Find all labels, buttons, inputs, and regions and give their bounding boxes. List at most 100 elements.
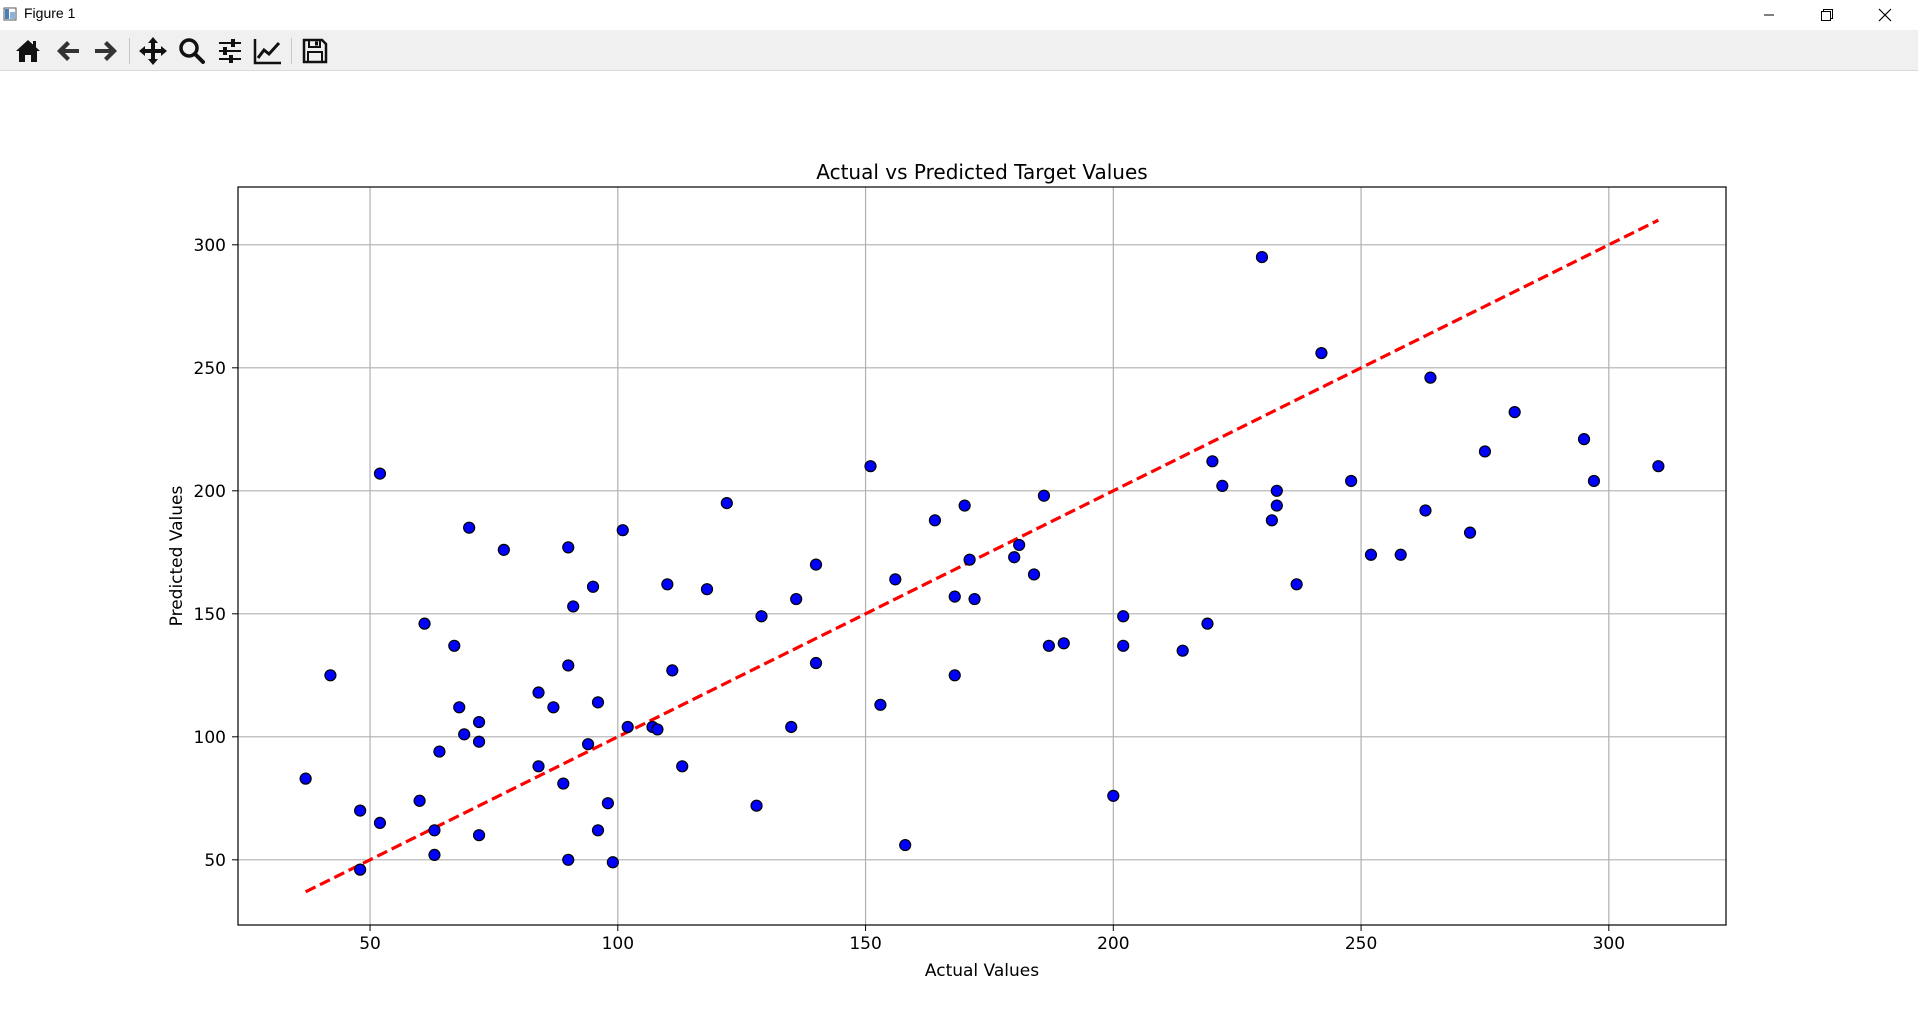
data-point xyxy=(1508,405,1521,419)
reference-line-layer xyxy=(304,218,1660,894)
save-button[interactable] xyxy=(299,35,331,67)
data-point xyxy=(1013,538,1026,552)
window-title: Figure 1 xyxy=(24,5,76,21)
data-point xyxy=(532,760,545,773)
close-button[interactable] xyxy=(1856,0,1914,30)
x-tick-label: 250 xyxy=(1345,934,1377,954)
x-tick-label: 50 xyxy=(359,934,381,954)
y-tick-label: 300 xyxy=(194,236,226,256)
data-point xyxy=(1057,637,1070,650)
data-point xyxy=(373,467,387,480)
y-tick-label: 150 xyxy=(194,605,226,625)
data-point xyxy=(948,590,961,603)
data-point xyxy=(1424,371,1437,384)
reference-line xyxy=(304,218,1660,894)
data-point xyxy=(651,723,664,736)
data-point xyxy=(433,745,446,758)
data-point xyxy=(562,853,575,866)
data-point xyxy=(463,521,476,534)
configure-subplots-icon xyxy=(219,39,241,63)
data-point xyxy=(1419,504,1432,517)
configure-subplots-button[interactable] xyxy=(214,35,246,67)
data-point xyxy=(1587,474,1601,488)
data-point xyxy=(453,701,466,714)
zoom-button[interactable] xyxy=(176,35,208,67)
data-point xyxy=(755,610,768,623)
axes-frame xyxy=(237,186,1727,926)
data-point xyxy=(864,460,877,473)
data-point xyxy=(1206,455,1219,468)
data-point xyxy=(497,543,510,556)
restore-button[interactable] xyxy=(1798,0,1856,30)
x-tick-label: 100 xyxy=(602,934,634,954)
data-point xyxy=(562,659,575,672)
data-point xyxy=(1478,445,1492,458)
data-point xyxy=(1315,346,1328,360)
scatter-plot: 50 100 150 200 250 300 50 100 150 200 250 300 Actua… xyxy=(0,71,1918,1023)
data-point xyxy=(1117,610,1130,623)
data-point xyxy=(567,600,580,613)
data-point xyxy=(532,686,545,699)
data-point xyxy=(601,797,614,810)
data-point xyxy=(809,656,823,670)
data-point xyxy=(472,735,486,748)
data-point xyxy=(373,816,387,830)
data-point xyxy=(1117,639,1130,652)
edit-axis-icon xyxy=(253,39,281,65)
data-point xyxy=(1255,251,1269,264)
y-tick-label: 50 xyxy=(204,851,226,871)
data-point xyxy=(418,617,431,630)
data-point xyxy=(790,592,803,606)
data-point xyxy=(666,664,679,677)
data-point xyxy=(1008,551,1021,564)
data-point xyxy=(606,856,619,869)
data-point xyxy=(428,824,441,837)
data-point xyxy=(1270,499,1283,512)
minimize-icon xyxy=(1764,14,1774,16)
edit-axis-button[interactable] xyxy=(252,35,284,67)
back-arrow-icon xyxy=(57,41,79,61)
data-point xyxy=(458,728,471,741)
data-point xyxy=(1176,644,1189,657)
data-point xyxy=(586,580,600,593)
data-point xyxy=(963,553,976,566)
data-point xyxy=(1394,548,1407,561)
data-point xyxy=(899,838,912,852)
back-button[interactable] xyxy=(52,35,84,67)
data-point xyxy=(1265,514,1278,527)
grid-lines xyxy=(238,187,1726,925)
data-point xyxy=(1463,526,1477,539)
x-tick-label: 200 xyxy=(1097,934,1129,954)
data-point xyxy=(1270,484,1283,497)
home-button[interactable] xyxy=(12,35,44,67)
data-point xyxy=(1364,548,1378,561)
data-points xyxy=(299,251,1665,876)
pan-icon xyxy=(139,37,167,65)
restore-icon xyxy=(1821,9,1833,21)
toolbar-separator xyxy=(129,38,130,64)
forward-button[interactable] xyxy=(90,35,122,67)
data-point xyxy=(1345,474,1358,488)
data-point xyxy=(661,578,674,591)
data-point xyxy=(700,583,714,596)
data-point xyxy=(616,524,629,537)
x-axis-label: Actual Values xyxy=(925,961,1039,981)
minimize-button[interactable] xyxy=(1740,0,1798,30)
data-point xyxy=(1107,789,1120,802)
data-point xyxy=(1216,479,1229,492)
pan-button[interactable] xyxy=(137,35,169,67)
y-axis-label: Predicted Values xyxy=(167,485,187,626)
title-bar: Figure 1 xyxy=(0,0,1918,30)
data-point xyxy=(1201,617,1214,630)
data-point xyxy=(557,777,570,790)
forward-arrow-icon xyxy=(95,41,117,61)
data-point xyxy=(874,698,887,711)
data-point xyxy=(354,804,367,817)
close-icon xyxy=(1878,8,1892,22)
data-point xyxy=(354,863,367,876)
data-point xyxy=(1577,433,1591,446)
data-point xyxy=(1037,489,1051,502)
data-point xyxy=(720,497,733,510)
zoom-icon xyxy=(179,38,205,64)
